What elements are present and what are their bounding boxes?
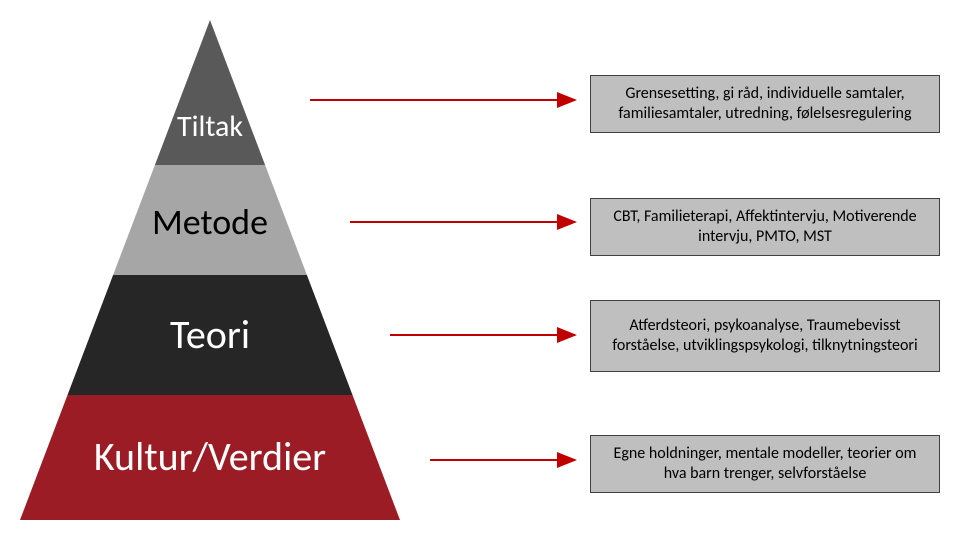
pyramid-level-teori <box>68 275 353 395</box>
diagram-stage: { "type": "infographic", "layout": { "wi… <box>0 0 960 540</box>
teori-info: Atferdsteori, psykoanalyse, Traumebeviss… <box>590 300 940 372</box>
metode-info: CBT, Familieterapi, Affektintervju, Moti… <box>590 198 940 256</box>
pyramid-level-tiltak <box>155 20 265 165</box>
pyramid-level-metode <box>113 165 307 275</box>
pyramid-level-kultur <box>20 395 400 520</box>
kultur-info: Egne holdninger, mentale modeller, teori… <box>590 435 940 493</box>
pyramid <box>20 20 400 520</box>
tiltak-info: Grensesetting, gi råd, individuelle samt… <box>590 75 940 133</box>
